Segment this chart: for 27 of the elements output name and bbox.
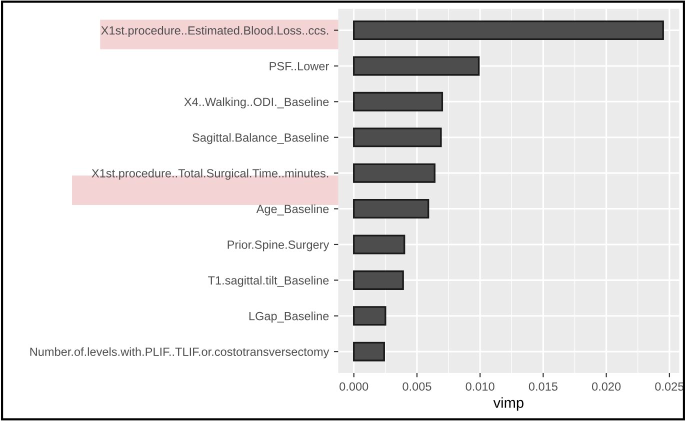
bar <box>353 92 444 112</box>
bar <box>353 306 386 326</box>
y-tick-label: X4..Walking..ODI._Baseline <box>184 97 329 108</box>
bar <box>353 234 406 254</box>
bar <box>353 20 664 40</box>
bar <box>353 199 430 219</box>
x-tick-label: 0.000 <box>340 382 368 391</box>
x-axis-title: vimp <box>493 397 524 411</box>
y-tick-label: X1st.procedure..Estimated.Blood.Loss..ccs. <box>101 26 328 37</box>
bar <box>353 128 442 148</box>
y-tick-label: Age_Baseline <box>256 204 329 216</box>
y-tick-label: T1.sagittal.tilt_Baseline <box>208 276 329 287</box>
y-tick-label: Sagittal.Balance_Baseline <box>192 133 329 144</box>
y-tick-label: LGap_Baseline <box>249 312 329 323</box>
bar <box>353 342 385 362</box>
x-tick-label: 0.020 <box>592 382 621 391</box>
bar <box>353 270 404 290</box>
y-tick-label: Number.of.levels.with.PLIF..TLIF.or.costotransversectomy <box>30 347 330 358</box>
x-tick-label: 0.010 <box>466 382 494 391</box>
x-tick-label: 0.025 <box>655 382 684 391</box>
bar <box>353 163 436 183</box>
bar <box>353 56 480 76</box>
y-tick-label: X1st.procedure..Total.Surgical.Time..minutes. <box>92 168 328 180</box>
x-tick-label: 0.005 <box>402 382 432 391</box>
y-tick-label: Prior.Spine.Surgery <box>228 240 330 252</box>
y-tick-label: PSF..Lower <box>270 62 329 70</box>
x-tick-label: 0.015 <box>528 382 558 391</box>
